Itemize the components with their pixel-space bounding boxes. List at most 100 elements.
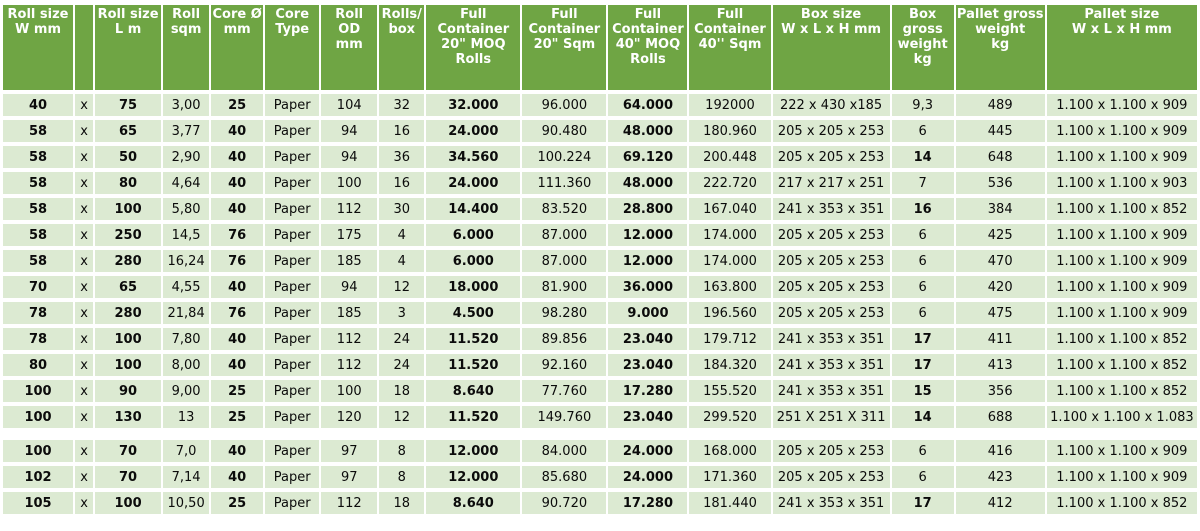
row-group-spacer <box>3 432 1197 436</box>
cell-rolls-box: 4 <box>379 224 425 246</box>
cell-times: x <box>75 276 94 298</box>
table-body: 40 x 75 3,00 25 Paper 104 32 32.000 96.000 64.000 1… <box>3 94 1197 514</box>
cell-box-size: 241 x 353 x 351 <box>772 492 890 514</box>
column-header-pallet-size: Pallet size W x L x H mm <box>1046 5 1197 90</box>
cell-roll-l: 70 <box>95 466 162 488</box>
cell-sqm40: 168.000 <box>689 440 771 462</box>
cell-pallet-size: 1.100 x 1.100 x 852 <box>1046 380 1197 402</box>
cell-moq40: 48.000 <box>608 120 688 142</box>
cell-roll-w: 70 <box>3 276 74 298</box>
cell-times: x <box>75 146 94 168</box>
cell-roll-sqm: 4,64 <box>163 172 210 194</box>
cell-roll-od: 112 <box>321 328 378 350</box>
cell-core-d: 40 <box>211 276 264 298</box>
cell-sqm40: 174.000 <box>689 250 771 272</box>
cell-moq20: 32.000 <box>426 94 521 116</box>
cell-sqm20: 96.000 <box>522 94 607 116</box>
table-row: 100 x 130 13 25 Paper 120 12 11.520 149.760 23.040… <box>3 406 1197 428</box>
cell-moq40: 24.000 <box>608 466 688 488</box>
cell-times: x <box>75 440 94 462</box>
cell-roll-sqm: 10,50 <box>163 492 210 514</box>
cell-times: x <box>75 492 94 514</box>
cell-moq40: 23.040 <box>608 354 688 376</box>
cell-box-size: 251 X 251 X 311 <box>772 406 890 428</box>
cell-rolls-box: 24 <box>379 354 425 376</box>
cell-sqm40: 171.360 <box>689 466 771 488</box>
cell-core-type: Paper <box>265 146 320 168</box>
cell-roll-l: 100 <box>95 198 162 220</box>
cell-moq40: 48.000 <box>608 172 688 194</box>
cell-roll-l: 75 <box>95 94 162 116</box>
cell-roll-sqm: 7,80 <box>163 328 210 350</box>
cell-pallet-weight: 420 <box>955 276 1045 298</box>
table-row: 70 x 65 4,55 40 Paper 94 12 18.000 81.900 36.000 16… <box>3 276 1197 298</box>
cell-sqm40: 192000 <box>689 94 771 116</box>
cell-core-type: Paper <box>265 440 320 462</box>
cell-box-weight: 9,3 <box>891 94 954 116</box>
cell-core-d: 40 <box>211 172 264 194</box>
cell-times: x <box>75 302 94 324</box>
cell-roll-od: 185 <box>321 302 378 324</box>
cell-moq20: 24.000 <box>426 120 521 142</box>
cell-roll-od: 112 <box>321 354 378 376</box>
cell-roll-sqm: 7,0 <box>163 440 210 462</box>
roll-spec-table: Roll size W mm Roll size L m Roll sqm Core … <box>1 1 1199 518</box>
cell-pallet-size: 1.100 x 1.100 x 909 <box>1046 466 1197 488</box>
cell-moq40: 64.000 <box>608 94 688 116</box>
table-row: 80 x 100 8,00 40 Paper 112 24 11.520 92.160 23.040… <box>3 354 1197 376</box>
spacer-cell <box>3 432 1197 436</box>
cell-rolls-box: 3 <box>379 302 425 324</box>
column-header-sqm20: Full Container 20" Sqm <box>522 5 607 90</box>
cell-box-size: 222 x 430 x185 <box>772 94 890 116</box>
cell-moq20: 8.640 <box>426 492 521 514</box>
cell-box-weight: 14 <box>891 146 954 168</box>
column-header-sqm40: Full Container 40'' Sqm <box>689 5 771 90</box>
cell-sqm40: 200.448 <box>689 146 771 168</box>
cell-core-d: 40 <box>211 328 264 350</box>
cell-times: x <box>75 328 94 350</box>
cell-sqm40: 155.520 <box>689 380 771 402</box>
cell-core-type: Paper <box>265 492 320 514</box>
table-row: 105 x 100 10,50 25 Paper 112 18 8.640 90.720 17.28… <box>3 492 1197 514</box>
cell-roll-w: 58 <box>3 224 74 246</box>
cell-sqm20: 87.000 <box>522 224 607 246</box>
cell-box-weight: 14 <box>891 406 954 428</box>
cell-core-d: 25 <box>211 492 264 514</box>
cell-times: x <box>75 172 94 194</box>
cell-roll-od: 94 <box>321 276 378 298</box>
cell-roll-l: 100 <box>95 328 162 350</box>
cell-core-type: Paper <box>265 328 320 350</box>
cell-times: x <box>75 224 94 246</box>
cell-sqm20: 90.720 <box>522 492 607 514</box>
cell-roll-od: 94 <box>321 146 378 168</box>
cell-core-d: 40 <box>211 146 264 168</box>
column-header-moq20: Full Container 20" MOQ Rolls <box>426 5 521 90</box>
cell-roll-w: 105 <box>3 492 74 514</box>
cell-core-type: Paper <box>265 406 320 428</box>
cell-core-d: 40 <box>211 440 264 462</box>
cell-pallet-size: 1.100 x 1.100 x 909 <box>1046 250 1197 272</box>
table-row: 58 x 100 5,80 40 Paper 112 30 14.400 83.520 28.800… <box>3 198 1197 220</box>
cell-roll-w: 58 <box>3 198 74 220</box>
cell-moq20: 6.000 <box>426 224 521 246</box>
table-row: 100 x 70 7,0 40 Paper 97 8 12.000 84.000 24.000 168… <box>3 440 1197 462</box>
cell-moq20: 12.000 <box>426 440 521 462</box>
cell-box-size: 241 x 353 x 351 <box>772 380 890 402</box>
cell-moq20: 4.500 <box>426 302 521 324</box>
cell-core-type: Paper <box>265 276 320 298</box>
cell-sqm20: 92.160 <box>522 354 607 376</box>
cell-roll-l: 280 <box>95 302 162 324</box>
cell-roll-od: 97 <box>321 440 378 462</box>
table-row: 58 x 50 2,90 40 Paper 94 36 34.560 100.224 69.120 2… <box>3 146 1197 168</box>
cell-times: x <box>75 250 94 272</box>
cell-roll-l: 80 <box>95 172 162 194</box>
cell-core-d: 40 <box>211 354 264 376</box>
cell-core-d: 40 <box>211 120 264 142</box>
cell-rolls-box: 16 <box>379 120 425 142</box>
cell-roll-l: 50 <box>95 146 162 168</box>
table-row: 58 x 280 16,24 76 Paper 185 4 6.000 87.000 12.000 1… <box>3 250 1197 272</box>
column-header-box-weight: Box gross weight kg <box>891 5 954 90</box>
cell-pallet-size: 1.100 x 1.100 x 909 <box>1046 224 1197 246</box>
cell-box-weight: 16 <box>891 198 954 220</box>
column-header-roll-sqm: Roll sqm <box>163 5 210 90</box>
